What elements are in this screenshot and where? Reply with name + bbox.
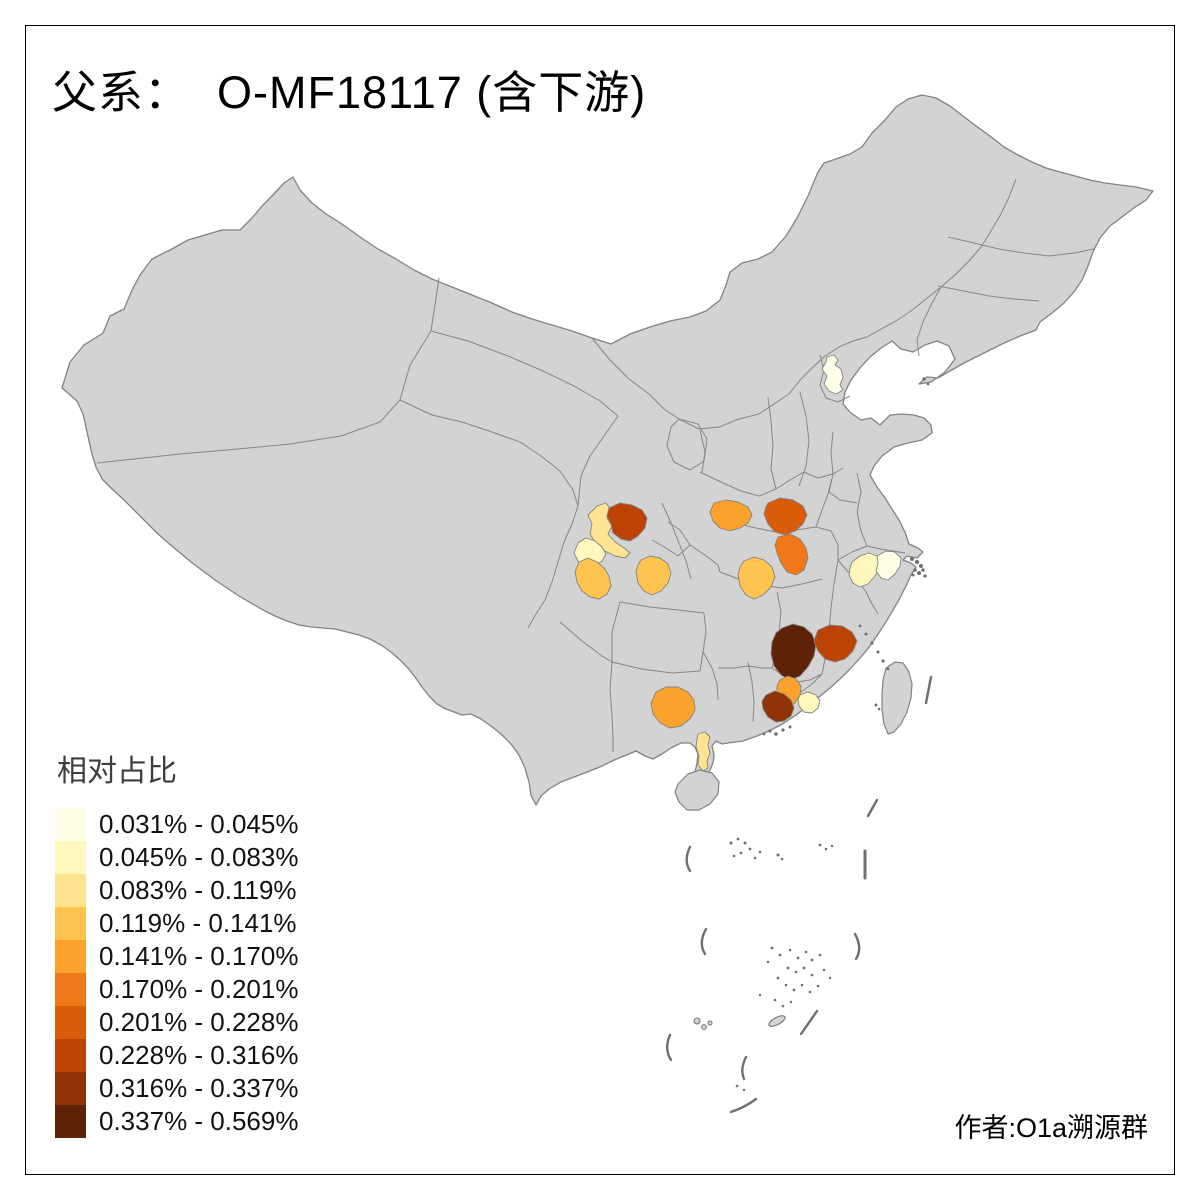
major-islands	[674, 661, 913, 811]
mainland-outline	[61, 94, 1154, 806]
legend-row: 0.337% - 0.569%	[55, 1105, 385, 1138]
legend-rows: 0.031% - 0.045% 0.045% - 0.083% 0.083% -…	[55, 808, 385, 1138]
legend-row: 0.170% - 0.201%	[55, 973, 385, 1006]
legend-row: 0.031% - 0.045%	[55, 808, 385, 841]
map-region	[761, 690, 795, 723]
legend-swatch	[55, 808, 86, 841]
legend-label: 0.201% - 0.228%	[99, 1007, 299, 1037]
legend-swatch	[55, 874, 86, 907]
legend-row: 0.119% - 0.141%	[55, 907, 385, 940]
legend-label: 0.316% - 0.337%	[99, 1073, 299, 1103]
outlined-islets	[693, 1015, 786, 1030]
legend-label: 0.228% - 0.316%	[99, 1040, 299, 1070]
legend-swatch	[55, 841, 86, 874]
legend-label: 0.045% - 0.083%	[99, 842, 299, 872]
legend-label: 0.031% - 0.045%	[99, 809, 299, 839]
small-islands	[729, 377, 930, 1092]
map-region	[650, 686, 696, 729]
map-region	[763, 497, 808, 536]
map-region	[737, 556, 776, 600]
map-region	[606, 502, 648, 542]
nine-dash-line	[665, 675, 933, 1114]
map-region	[709, 499, 753, 532]
legend-row: 0.045% - 0.083%	[55, 841, 385, 874]
legend-swatch	[55, 1105, 86, 1138]
map-region	[574, 557, 612, 600]
taiwan-island	[881, 661, 913, 735]
legend-swatch	[55, 973, 86, 1006]
legend-row: 0.316% - 0.337%	[55, 1072, 385, 1105]
map-region	[695, 731, 711, 772]
map-region	[813, 624, 858, 663]
legend-label: 0.170% - 0.201%	[99, 974, 299, 1004]
map-region	[821, 354, 844, 395]
legend-row: 0.201% - 0.228%	[55, 1006, 385, 1039]
legend-row: 0.228% - 0.316%	[55, 1039, 385, 1072]
hainan-island	[674, 769, 720, 811]
legend-label: 0.141% - 0.170%	[99, 941, 299, 971]
legend-label: 0.119% - 0.141%	[99, 908, 297, 938]
choropleth-regions	[573, 354, 902, 772]
map-region	[770, 623, 817, 681]
legend-swatch	[55, 940, 86, 973]
figure-border	[25, 25, 1175, 1175]
legend-swatch	[55, 1006, 86, 1039]
attribution: 作者:O1a溯源群	[954, 1113, 1148, 1143]
map-region	[797, 691, 821, 714]
map-region	[573, 537, 607, 568]
legend-row: 0.083% - 0.119%	[55, 874, 385, 907]
legend: 相对占比 0.031% - 0.045% 0.045% - 0.083% 0.0…	[55, 746, 385, 1138]
map-region	[635, 555, 672, 596]
legend-swatch	[55, 907, 86, 940]
map-region	[875, 550, 902, 581]
legend-swatch	[55, 1039, 86, 1072]
legend-label: 0.337% - 0.569%	[99, 1106, 299, 1136]
map-region	[774, 533, 809, 576]
legend-swatch	[55, 1072, 86, 1105]
legend-label: 0.083% - 0.119%	[99, 875, 297, 905]
legend-row: 0.141% - 0.170%	[55, 940, 385, 973]
map-region	[848, 552, 882, 588]
page-title: 父系： O-MF18117 (含下游)	[52, 67, 647, 118]
legend-title: 相对占比	[57, 755, 177, 788]
